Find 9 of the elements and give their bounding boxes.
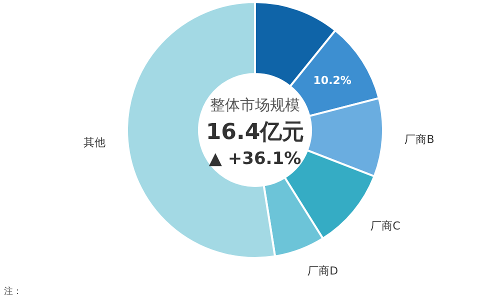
slice-label: 厂商B: [404, 132, 434, 146]
text: ▲ +36.1%: [208, 149, 302, 169]
data-label: 10.2%: [313, 74, 352, 88]
slice-label: 厂商C: [370, 220, 401, 233]
slice-label: 其他: [83, 136, 106, 149]
text: 整体市场规模: [210, 96, 300, 114]
text: 注：: [4, 286, 22, 297]
slice-label: 厂商D: [308, 264, 338, 278]
text: 16.4亿元: [206, 120, 304, 145]
